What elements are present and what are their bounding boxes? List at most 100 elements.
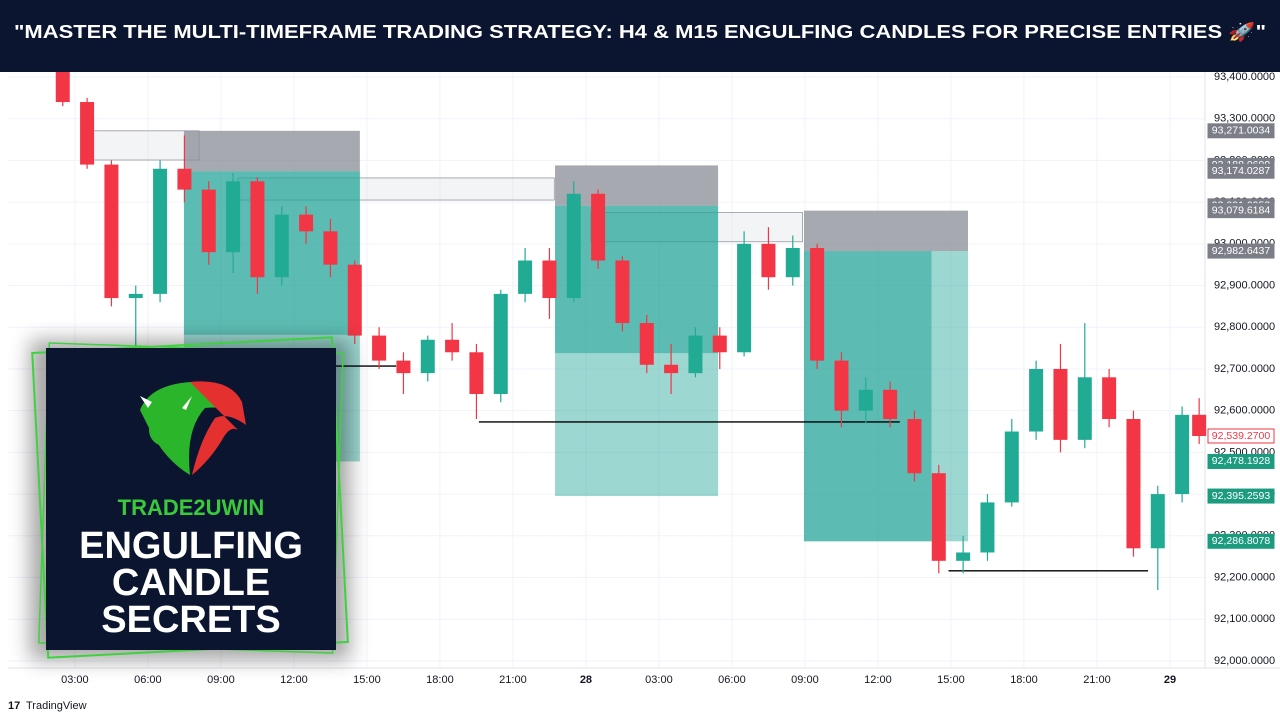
candle-body — [372, 335, 387, 361]
stop-zone — [555, 165, 719, 206]
y-tick-label: 92,200.0000 — [1214, 571, 1275, 583]
candle-body — [469, 352, 484, 394]
candle-body — [1175, 414, 1190, 495]
candle-body — [299, 214, 314, 232]
price-marker-label: 92,539.2700 — [1212, 430, 1271, 442]
y-tick-label: 92,800.0000 — [1214, 321, 1275, 333]
candle-body — [761, 243, 776, 278]
stop-zone — [803, 210, 968, 252]
x-tick-label: 18:00 — [1010, 674, 1038, 686]
x-tick-label: 18:00 — [426, 674, 454, 686]
candle-body — [274, 214, 289, 278]
x-tick-label: 12:00 — [864, 674, 892, 686]
candle-body — [883, 389, 898, 420]
candle-body — [518, 260, 533, 294]
candle-body — [347, 264, 362, 336]
logo-mark: 17 — [8, 700, 20, 712]
y-tick-label: 93,400.0000 — [1214, 71, 1275, 83]
header-bar — [0, 0, 1280, 72]
tv-logo: 17 TradingView — [8, 700, 87, 712]
candle-body — [177, 168, 192, 190]
x-tick-label: 21:00 — [499, 674, 527, 686]
candle-body — [55, 68, 70, 103]
candle-body — [420, 339, 435, 374]
y-tick-label: 92,700.0000 — [1214, 363, 1275, 375]
x-tick-label: 12:00 — [280, 674, 308, 686]
y-tick-label: 92,100.0000 — [1214, 613, 1275, 625]
candle-body — [1150, 494, 1165, 549]
candle-body — [810, 248, 825, 361]
candle-body — [1077, 377, 1092, 440]
candle-body — [80, 102, 95, 165]
zone — [86, 130, 200, 161]
candle-body — [834, 360, 849, 411]
x-tick-label: 09:00 — [207, 674, 235, 686]
candle-body — [664, 364, 679, 374]
candle-body — [445, 339, 460, 353]
x-tick-label: 15:00 — [353, 674, 381, 686]
candle-body — [153, 168, 168, 294]
candle-body — [1004, 431, 1019, 503]
x-tick-label: 03:00 — [645, 674, 673, 686]
candle-body — [688, 335, 703, 374]
y-tick-label: 92,000.0000 — [1214, 655, 1275, 667]
thumbnail-overlay: TRADE2UWIN ENGULFING CANDLE SECRETS — [30, 336, 350, 660]
x-tick-label: 29 — [1164, 674, 1176, 686]
candle-body — [615, 260, 630, 324]
candle-body — [493, 293, 508, 394]
candle-body — [931, 473, 946, 561]
candle-body — [639, 323, 654, 365]
candle-body — [1053, 368, 1068, 440]
price-marker-label: 93,174.0287 — [1212, 165, 1271, 177]
price-marker-label: 92,286.8078 — [1212, 535, 1271, 547]
watermark: TradingView — [26, 700, 87, 712]
candle-body — [396, 360, 411, 374]
price-marker — [1207, 163, 1275, 179]
price-marker-label: 93,271.0034 — [1212, 125, 1271, 137]
price-marker — [1207, 533, 1275, 549]
x-tick-label: 03:00 — [61, 674, 89, 686]
candle-body — [104, 164, 119, 299]
candle-body — [226, 181, 241, 253]
x-tick-label: 21:00 — [1083, 674, 1111, 686]
y-tick-label: 92,900.0000 — [1214, 279, 1275, 291]
candle-body — [1102, 377, 1117, 420]
candle-body — [737, 243, 752, 353]
candle-body — [907, 419, 922, 474]
price-marker-label: 93,079.6184 — [1212, 204, 1271, 216]
x-tick-label: 09:00 — [791, 674, 819, 686]
candle-body — [250, 181, 265, 278]
candle-body — [712, 335, 727, 353]
candle-body — [1126, 419, 1141, 549]
candle-body — [128, 293, 143, 299]
y-tick-label: 93,300.0000 — [1214, 113, 1275, 125]
headline: CANDLE — [112, 562, 270, 604]
candle-body — [956, 552, 971, 561]
price-marker-label: 92,982.6437 — [1212, 245, 1271, 257]
price-marker — [1207, 428, 1275, 444]
price-marker — [1207, 203, 1275, 219]
x-tick-label: 06:00 — [134, 674, 162, 686]
price-marker — [1207, 243, 1275, 259]
headline: SECRETS — [101, 599, 280, 641]
candle-body — [201, 189, 216, 253]
brand: TRADE2UWIN — [118, 495, 265, 520]
price-marker-label: 92,478.1928 — [1212, 455, 1271, 467]
candle-body — [323, 231, 338, 265]
x-tick-label: 06:00 — [718, 674, 746, 686]
candle-body — [1029, 368, 1044, 432]
price-marker-label: 92,395.2593 — [1212, 490, 1271, 502]
x-tick-label: 28 — [580, 674, 592, 686]
candle-body — [542, 260, 557, 299]
candle-body — [566, 193, 581, 299]
price-marker — [1207, 123, 1275, 139]
x-tick-label: 15:00 — [937, 674, 965, 686]
headline: ENGULFING — [79, 525, 303, 567]
filled-zone — [555, 205, 719, 354]
stop-zone — [183, 130, 360, 172]
chart-title: "MASTER THE MULTI-TIMEFRAME TRADING STRA… — [14, 21, 1266, 42]
y-tick-label: 92,600.0000 — [1214, 405, 1275, 417]
candle-body — [1192, 414, 1207, 436]
candle-body — [591, 193, 606, 261]
